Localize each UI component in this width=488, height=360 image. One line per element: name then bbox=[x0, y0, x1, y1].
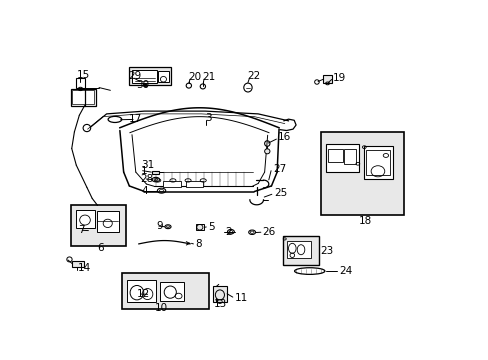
Bar bbox=[158, 72, 168, 82]
Bar bbox=[344, 149, 356, 164]
Text: 22: 22 bbox=[247, 71, 260, 81]
Text: 16: 16 bbox=[277, 132, 290, 142]
Bar bbox=[75, 77, 85, 88]
Bar bbox=[97, 211, 119, 232]
Text: 28: 28 bbox=[141, 174, 154, 184]
Text: 5: 5 bbox=[208, 222, 214, 232]
Text: 31: 31 bbox=[141, 160, 154, 170]
Text: 23: 23 bbox=[319, 246, 332, 256]
Text: 15: 15 bbox=[77, 70, 90, 80]
Bar bbox=[152, 171, 159, 174]
Bar bbox=[70, 205, 125, 246]
Bar bbox=[286, 242, 311, 258]
Text: 8: 8 bbox=[195, 239, 202, 249]
Text: 9: 9 bbox=[156, 221, 163, 231]
Bar bbox=[159, 282, 184, 301]
Text: 19: 19 bbox=[332, 73, 346, 82]
Text: 4: 4 bbox=[141, 186, 148, 196]
Bar bbox=[122, 273, 208, 309]
Bar bbox=[320, 132, 403, 215]
Text: 11: 11 bbox=[234, 293, 247, 303]
Bar bbox=[366, 150, 389, 175]
Text: 12: 12 bbox=[137, 289, 150, 299]
Bar bbox=[72, 90, 94, 104]
Text: 2: 2 bbox=[225, 227, 231, 237]
Text: 26: 26 bbox=[262, 227, 275, 237]
Text: 14: 14 bbox=[77, 263, 90, 273]
Bar bbox=[364, 146, 392, 179]
Bar bbox=[323, 75, 331, 84]
Text: 21: 21 bbox=[202, 72, 215, 82]
Bar bbox=[76, 210, 95, 228]
Text: 1: 1 bbox=[141, 166, 147, 176]
Bar bbox=[129, 67, 171, 85]
Bar bbox=[132, 70, 157, 84]
Bar bbox=[212, 286, 226, 302]
Text: 25: 25 bbox=[274, 188, 287, 198]
Bar bbox=[195, 224, 203, 230]
Bar bbox=[163, 181, 180, 187]
Text: 29: 29 bbox=[128, 72, 142, 81]
Text: 6: 6 bbox=[97, 243, 103, 253]
Bar bbox=[127, 280, 156, 302]
Text: 20: 20 bbox=[188, 72, 201, 82]
Text: 18: 18 bbox=[358, 216, 371, 226]
Text: 10: 10 bbox=[155, 303, 168, 313]
Bar bbox=[72, 261, 84, 267]
Text: 30: 30 bbox=[136, 80, 149, 90]
Bar bbox=[186, 181, 203, 187]
Bar bbox=[70, 89, 96, 105]
Text: 17: 17 bbox=[128, 114, 142, 125]
Ellipse shape bbox=[264, 149, 269, 154]
Bar bbox=[327, 149, 342, 162]
Ellipse shape bbox=[143, 84, 147, 87]
Text: 13: 13 bbox=[214, 299, 227, 309]
Text: 27: 27 bbox=[273, 164, 286, 174]
Text: 7: 7 bbox=[79, 225, 85, 235]
Bar bbox=[282, 236, 318, 265]
Bar bbox=[326, 144, 358, 172]
Text: 24: 24 bbox=[338, 266, 351, 276]
Text: 3: 3 bbox=[205, 113, 211, 123]
